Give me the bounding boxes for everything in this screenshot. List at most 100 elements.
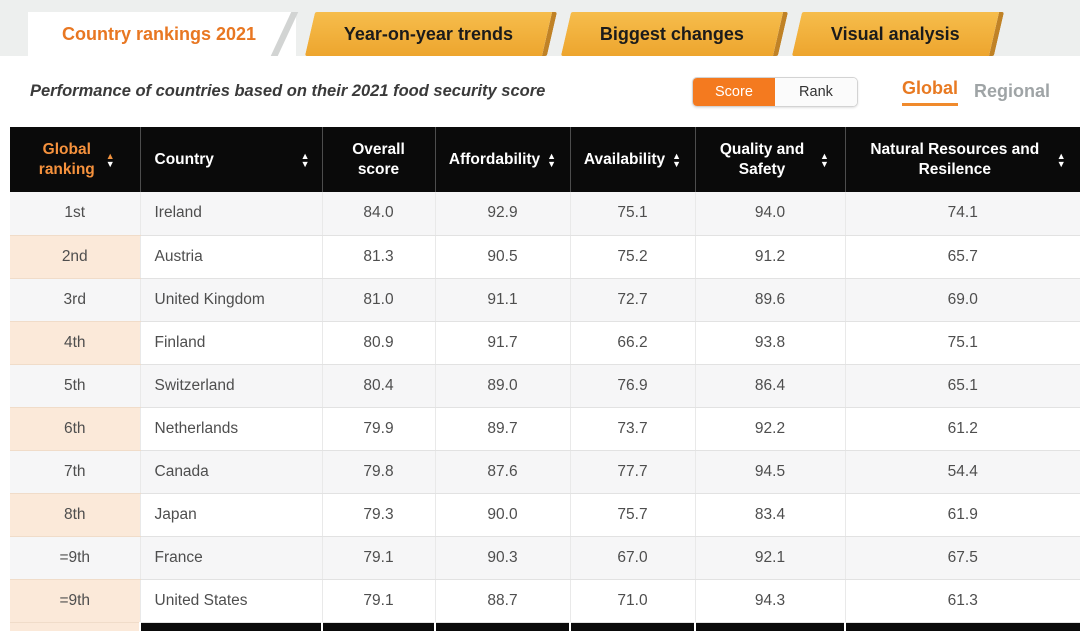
score-cell: 61.3 <box>845 579 1080 623</box>
score-cell: 79.1 <box>322 536 436 580</box>
rank-cell: 5th <box>10 364 141 408</box>
col-header-natural-resources-and-resilence[interactable]: Natural Resources and Resilence ▲ ▼ <box>845 127 1080 192</box>
rankings-table: Global ranking ▲ ▼ Country ▲ ▼ Overall score Af… <box>10 127 1080 631</box>
score-cell: 67.5 <box>845 536 1080 580</box>
score-cell: 77.7 <box>570 450 696 494</box>
col-header-availability[interactable]: Availability ▲ ▼ <box>570 127 696 192</box>
table-row: 3rd United Kingdom 81.0 91.1 72.7 89.6 69.0 <box>10 278 1080 322</box>
sort-arrows-icon[interactable]: ▲ ▼ <box>820 150 829 169</box>
tab-visual-analysis[interactable]: Visual analysis <box>792 12 1005 56</box>
score-cell: 84.0 <box>322 192 436 236</box>
table-footer-strip <box>10 622 1080 631</box>
rank-cell: 8th <box>10 493 141 537</box>
tab-country-rankings-2021[interactable]: Country rankings 2021 <box>28 12 297 56</box>
col-header-quality-and-safety[interactable]: Quality and Safety ▲ ▼ <box>695 127 846 192</box>
country-cell: Canada <box>140 450 323 494</box>
score-cell: 75.7 <box>570 493 696 537</box>
column-label: Global ranking <box>38 141 95 178</box>
table-row: 4th Finland 80.9 91.7 66.2 93.8 75.1 <box>10 321 1080 365</box>
score-cell: 79.3 <box>322 493 436 537</box>
sort-arrows-icon[interactable]: ▲ ▼ <box>105 150 115 169</box>
score-cell: 89.7 <box>435 407 571 451</box>
column-label: Country <box>154 150 214 168</box>
score-cell: 92.1 <box>695 536 846 580</box>
tab-biggest-changes[interactable]: Biggest changes <box>561 12 789 56</box>
country-cell: United States <box>140 579 323 623</box>
rank-cell: 4th <box>10 321 141 365</box>
tab-label: Year-on-year trends <box>344 23 514 44</box>
score-cell: 74.1 <box>845 192 1080 236</box>
score-cell: 94.0 <box>695 192 846 236</box>
table-row: =9th United States 79.1 88.7 71.0 94.3 61.3 <box>10 579 1080 623</box>
rank-cell: 1st <box>10 192 141 236</box>
score-cell: 75.2 <box>570 235 696 279</box>
score-cell: 73.7 <box>570 407 696 451</box>
scope-switcher: Global Regional <box>901 78 1050 106</box>
score-cell: 71.0 <box>570 579 696 623</box>
score-cell: 66.2 <box>570 321 696 365</box>
footer-cell <box>434 622 570 631</box>
sort-arrows-icon[interactable]: ▲ ▼ <box>300 150 310 169</box>
column-label: Availability <box>583 150 666 168</box>
score-toggle-button[interactable]: Score <box>692 77 775 106</box>
score-cell: 69.0 <box>845 278 1080 322</box>
sort-arrows-icon[interactable]: ▲ ▼ <box>1056 150 1066 169</box>
col-header-country[interactable]: Country ▲ ▼ <box>140 127 323 192</box>
sort-arrows-icon[interactable]: ▲ ▼ <box>672 150 682 169</box>
score-cell: 93.8 <box>695 321 846 365</box>
score-cell: 94.3 <box>695 579 846 623</box>
score-cell: 79.9 <box>322 407 436 451</box>
global-link[interactable]: Global <box>901 78 958 106</box>
score-cell: 80.9 <box>322 321 436 365</box>
score-cell: 76.9 <box>570 364 696 408</box>
score-cell: 88.7 <box>435 579 571 623</box>
score-cell: 89.6 <box>695 278 846 322</box>
table-row: 8th Japan 79.3 90.0 75.7 83.4 61.9 <box>10 493 1080 537</box>
rank-cell: =9th <box>10 536 141 580</box>
score-cell: 92.2 <box>695 407 846 451</box>
regional-link[interactable]: Regional <box>973 81 1050 101</box>
sort-arrows-icon[interactable]: ▲ ▼ <box>547 150 557 169</box>
rank-cell: 3rd <box>10 278 141 322</box>
footer-cell <box>844 622 1080 631</box>
sub-header: Performance of countries based on their … <box>0 56 1080 127</box>
score-cell: 79.1 <box>322 579 436 623</box>
rank-cell: =9th <box>10 579 141 623</box>
col-header-affordability[interactable]: Affordability ▲ ▼ <box>435 127 571 192</box>
country-cell: Netherlands <box>140 407 323 451</box>
rank-cell: 2nd <box>10 235 141 279</box>
col-header-global-ranking[interactable]: Global ranking ▲ ▼ <box>10 127 141 192</box>
country-cell: Austria <box>140 235 323 279</box>
score-cell: 75.1 <box>845 321 1080 365</box>
score-cell: 89.0 <box>435 364 571 408</box>
score-cell: 94.5 <box>695 450 846 494</box>
score-cell: 72.7 <box>570 278 696 322</box>
score-cell: 91.2 <box>695 235 846 279</box>
tab-label: Visual analysis <box>831 23 960 44</box>
score-cell: 79.8 <box>322 450 436 494</box>
score-cell: 90.3 <box>435 536 571 580</box>
country-cell: Finland <box>140 321 323 365</box>
country-cell: Japan <box>140 493 323 537</box>
score-cell: 65.1 <box>845 364 1080 408</box>
table-header-row: Global ranking ▲ ▼ Country ▲ ▼ Overall score Af… <box>10 127 1080 192</box>
column-label: Affordability <box>448 150 541 168</box>
score-cell: 65.7 <box>845 235 1080 279</box>
col-header-overall-score: Overall score <box>322 127 436 192</box>
table-row: 2nd Austria 81.3 90.5 75.2 91.2 65.7 <box>10 235 1080 279</box>
score-cell: 92.9 <box>435 192 571 236</box>
score-cell: 90.0 <box>435 493 571 537</box>
tab-bar: Country rankings 2021 Year-on-year trends… <box>0 0 1080 56</box>
column-label: Natural Resources and Resilence <box>870 141 1040 178</box>
score-cell: 81.3 <box>322 235 436 279</box>
column-label: Quality and Safety <box>719 141 805 178</box>
score-cell: 61.2 <box>845 407 1080 451</box>
table-row: 6th Netherlands 79.9 89.7 73.7 92.2 61.2 <box>10 407 1080 451</box>
rank-toggle-button[interactable]: Rank <box>774 77 857 106</box>
table-row: 7th Canada 79.8 87.6 77.7 94.5 54.4 <box>10 450 1080 494</box>
tab-year-on-year-trends[interactable]: Year-on-year trends <box>304 12 558 56</box>
score-cell: 75.1 <box>570 192 696 236</box>
country-cell: Ireland <box>140 192 323 236</box>
table-row: =9th France 79.1 90.3 67.0 92.1 67.5 <box>10 536 1080 580</box>
